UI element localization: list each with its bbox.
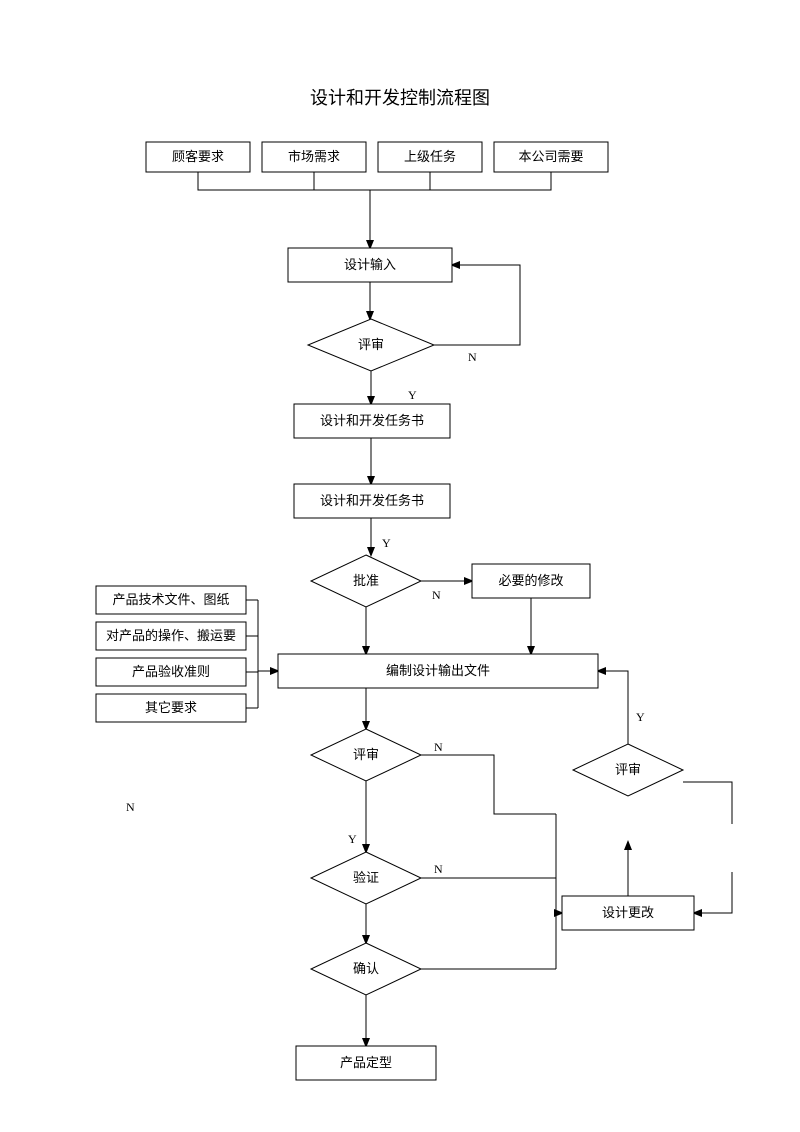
edge-label-e_review1_N_back: N [468,350,477,364]
edge-e_top_bus [198,172,551,190]
edge-label-e_review3_Y_to_output: Y [636,710,645,724]
edge-e_review3_loop_out [683,782,732,824]
node-label-n_review3: 评审 [615,762,641,777]
node-label-n_doc1: 设计和开发任务书 [320,413,424,428]
node-layer: 顾客要求市场需求上级任务本公司需要设计输入评审设计和开发任务书设计和开发任务书批… [96,142,694,1080]
edge-label-e_approve_N_to_modify: N [432,588,441,602]
node-label-n_customer: 顾客要求 [172,149,224,164]
node-label-n_company: 本公司需要 [518,149,583,164]
edge-e_change_in_extra1 [694,872,732,913]
node-label-n_doc2: 设计和开发任务书 [320,493,424,508]
node-label-n_modify: 必要的修改 [498,573,563,588]
edge-e_review3_Y_to_output [598,671,628,744]
node-label-side_tech: 产品技术文件、图纸 [112,592,229,607]
node-label-n_review2: 评审 [353,747,379,762]
node-label-side_accept: 产品验收准则 [132,664,210,679]
node-label-n_verify: 验证 [353,870,379,885]
node-label-n_input: 设计输入 [344,257,396,272]
diagram-title: 设计和开发控制流程图 [310,88,490,108]
edge-label-e_review2_N_right: N [434,740,443,754]
node-label-n_confirm: 确认 [353,961,379,976]
node-label-n_change: 设计更改 [602,905,654,920]
floating-label-0: N [126,800,135,814]
edge-label-e_review1_Y_to_doc1: Y [408,388,417,402]
edge-label-e_verify_N_to_rail: N [434,862,443,876]
edge-e_review2_N_right [421,755,556,814]
flowchart-canvas: 顾客要求市场需求上级任务本公司需要设计输入评审设计和开发任务书设计和开发任务书批… [0,0,800,1132]
node-label-n_task: 上级任务 [404,149,456,164]
edge-label-e_review2_Y_to_verify: Y [348,832,357,846]
node-label-n_market: 市场需求 [288,149,340,164]
node-label-n_approve: 批准 [353,573,379,588]
node-label-n_review1: 评审 [358,337,384,352]
node-label-side_other: 其它要求 [145,700,197,715]
node-label-n_output: 编制设计输出文件 [386,663,490,678]
edge-label-e_doc2_to_approve: Y [382,536,391,550]
node-label-side_op: 对产品的操作、搬运要 [106,628,236,643]
node-label-n_final: 产品定型 [340,1055,392,1070]
